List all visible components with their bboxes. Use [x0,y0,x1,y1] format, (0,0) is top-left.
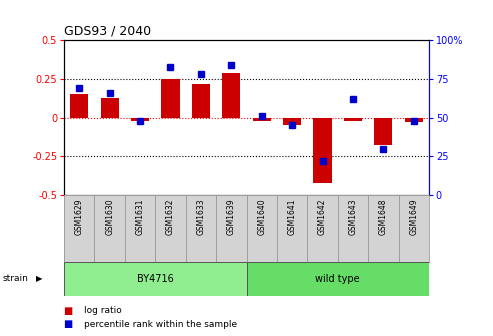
Bar [246,262,429,296]
Text: GDS93 / 2040: GDS93 / 2040 [64,25,151,38]
Bar [131,118,149,121]
Text: GSM1632: GSM1632 [166,198,175,235]
Text: GSM1640: GSM1640 [257,198,266,235]
Bar [314,118,332,182]
Text: GSM1642: GSM1642 [318,198,327,235]
Text: ■: ■ [64,306,76,316]
Bar [64,262,246,296]
Text: ▶: ▶ [35,275,42,283]
Bar [374,118,392,145]
Text: GSM1649: GSM1649 [409,198,418,235]
Bar [161,79,179,118]
Text: GSM1629: GSM1629 [75,198,84,235]
Text: percentile rank within the sample: percentile rank within the sample [84,320,237,329]
Bar [101,97,119,118]
Bar [283,118,301,125]
Text: GSM1633: GSM1633 [196,198,206,235]
Bar [405,118,423,122]
Text: GSM1639: GSM1639 [227,198,236,235]
Text: GSM1630: GSM1630 [105,198,114,235]
Bar [222,73,241,118]
Bar [252,118,271,121]
Bar [344,118,362,121]
Text: GSM1631: GSM1631 [136,198,144,235]
Text: strain: strain [2,275,28,283]
Text: ■: ■ [64,319,76,329]
Text: BY4716: BY4716 [137,274,174,284]
Text: GSM1641: GSM1641 [287,198,297,235]
Bar [70,94,88,118]
Bar [192,84,210,118]
Text: log ratio: log ratio [84,306,122,315]
Text: wild type: wild type [316,274,360,284]
Text: GSM1648: GSM1648 [379,198,388,235]
Text: GSM1643: GSM1643 [349,198,357,235]
